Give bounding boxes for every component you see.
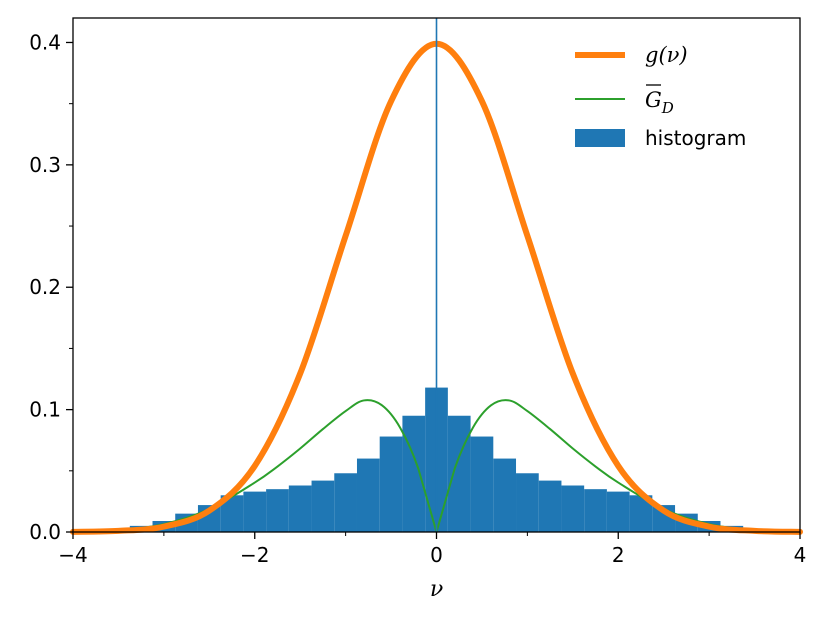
- histogram-bar: [402, 415, 426, 532]
- axis-ticks: −4 −2 0 2 4 0.0 0.1 0.2 0.3 0.4: [29, 30, 806, 567]
- legend: g(ν) GD histogram: [575, 43, 746, 150]
- histogram-bar: [629, 495, 653, 532]
- histogram-bars: [107, 387, 766, 532]
- legend-label: g(ν): [645, 43, 688, 67]
- histogram-bar: [584, 489, 607, 532]
- legend-label: GD: [645, 88, 674, 117]
- y-tick-label: 0.2: [29, 275, 61, 299]
- histogram-bar: [606, 491, 630, 532]
- histogram-bar: [266, 489, 289, 532]
- histogram-bar: [334, 473, 357, 532]
- legend-swatch: [575, 129, 625, 147]
- histogram-bar: [516, 473, 539, 532]
- histogram-bar: [538, 480, 562, 532]
- y-tick-label: 0.0: [29, 520, 61, 544]
- histogram-bar: [311, 480, 335, 532]
- histogram-bar: [561, 485, 585, 532]
- histogram-bar: [220, 495, 244, 532]
- histogram-bar: [356, 458, 380, 532]
- y-tick-label: 0.4: [29, 30, 61, 54]
- x-tick-label: −2: [240, 543, 269, 567]
- x-tick-label: 0: [430, 543, 443, 567]
- histogram-bar: [493, 458, 517, 532]
- x-axis-label: ν: [430, 577, 443, 602]
- histogram-bar: [470, 436, 494, 532]
- x-tick-label: 2: [612, 543, 625, 567]
- histogram-bar: [379, 436, 403, 532]
- histogram-bar: [243, 491, 267, 532]
- histogram-bar: [447, 415, 471, 532]
- histogram-bar: [288, 485, 312, 532]
- legend-label: histogram: [645, 126, 746, 150]
- x-tick-label: −4: [58, 543, 87, 567]
- x-tick-label: 4: [794, 543, 807, 567]
- y-tick-label: 0.1: [29, 398, 61, 422]
- y-tick-label: 0.3: [29, 153, 61, 177]
